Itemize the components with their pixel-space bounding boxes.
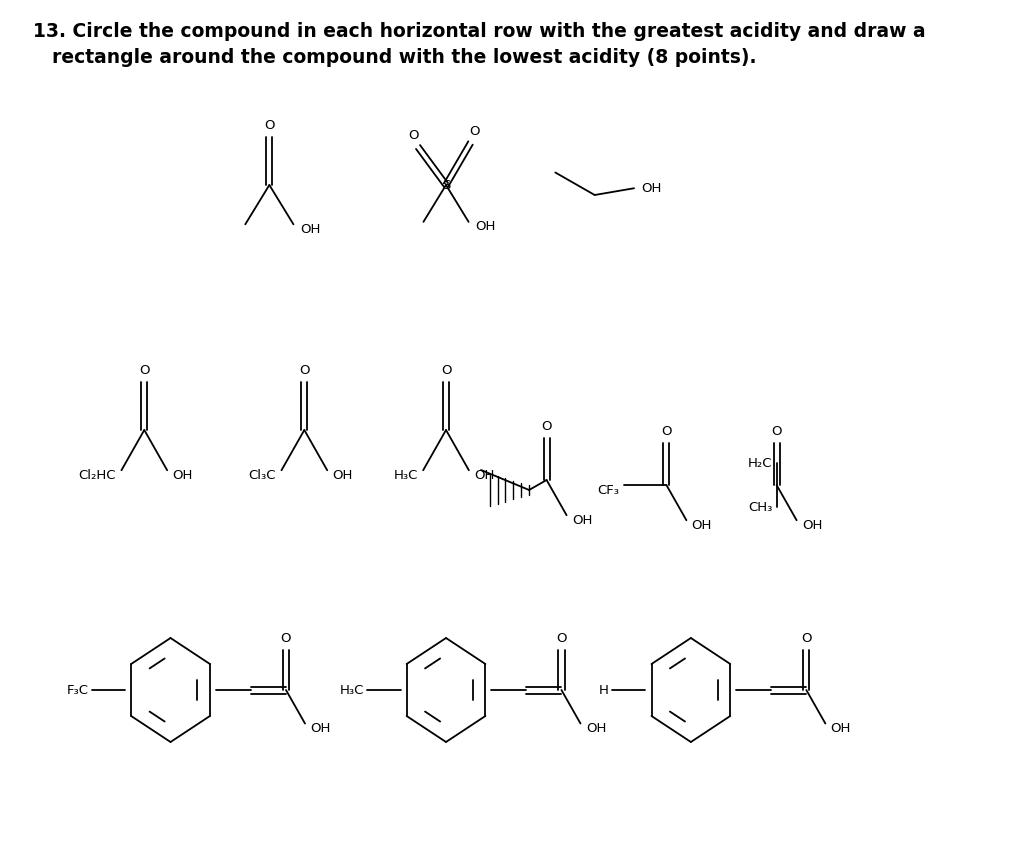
Text: OH: OH (333, 469, 353, 482)
Text: O: O (662, 424, 672, 438)
Text: O: O (139, 364, 150, 376)
Text: O: O (440, 364, 452, 376)
Text: O: O (542, 419, 552, 433)
Text: O: O (771, 424, 782, 438)
Text: H₃C: H₃C (339, 684, 364, 696)
Text: 13. Circle the compound in each horizontal row with the greatest acidity and dra: 13. Circle the compound in each horizont… (33, 22, 926, 41)
Text: OH: OH (830, 722, 851, 735)
Text: CH₃: CH₃ (748, 500, 772, 514)
Text: O: O (409, 129, 419, 141)
Text: OH: OH (300, 223, 321, 236)
Text: OH: OH (691, 519, 712, 532)
Text: Cl₂HC: Cl₂HC (79, 469, 116, 482)
Text: OH: OH (172, 469, 193, 482)
Text: CF₃: CF₃ (597, 483, 620, 497)
Text: O: O (801, 632, 812, 644)
Text: O: O (299, 364, 309, 376)
Text: O: O (264, 119, 274, 131)
Text: H₃C: H₃C (393, 469, 418, 482)
Text: O: O (470, 125, 480, 137)
Text: OH: OH (475, 221, 496, 233)
Text: H: H (599, 684, 608, 696)
Text: F₃C: F₃C (67, 684, 88, 696)
Text: O: O (556, 632, 566, 644)
Text: rectangle around the compound with the lowest acidity (8 points).: rectangle around the compound with the l… (52, 48, 757, 67)
Text: OH: OH (571, 514, 592, 527)
Text: OH: OH (802, 519, 822, 532)
Text: OH: OH (586, 722, 606, 735)
Text: OH: OH (474, 469, 495, 482)
Text: S: S (441, 179, 451, 191)
Text: H₂C: H₂C (748, 456, 772, 470)
Text: OH: OH (641, 182, 662, 195)
Text: O: O (281, 632, 291, 644)
Text: OH: OH (310, 722, 331, 735)
Text: Cl₃C: Cl₃C (249, 469, 276, 482)
